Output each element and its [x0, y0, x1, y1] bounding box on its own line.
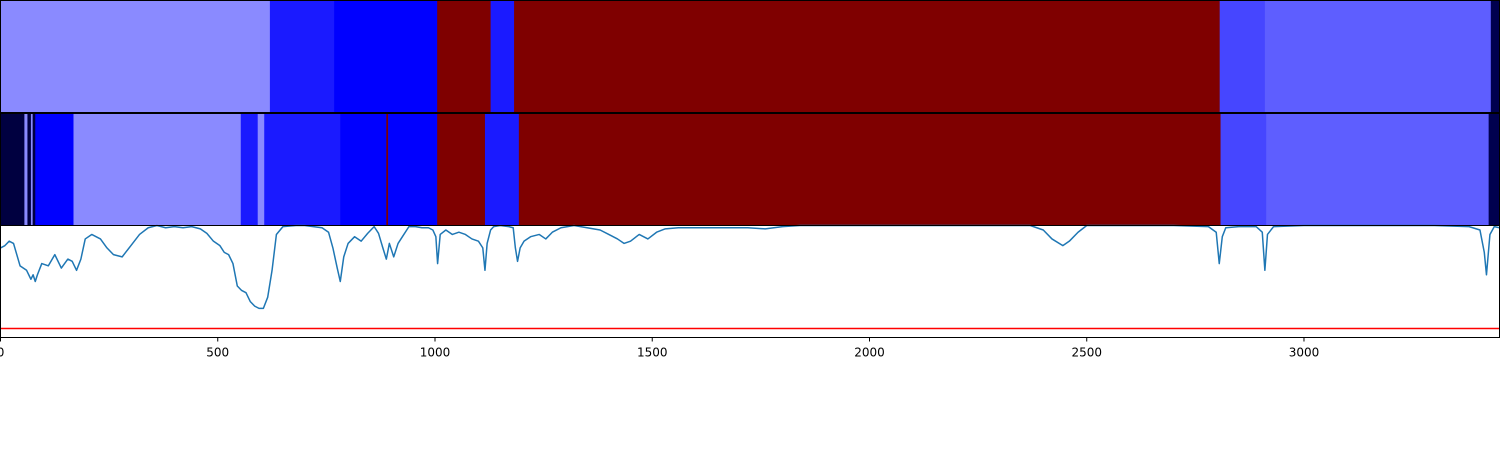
heatmap-segment	[490, 0, 515, 113]
line-panel	[0, 224, 1500, 338]
heatmap-segment	[0, 0, 271, 113]
heatmap-segment	[334, 0, 438, 113]
heatmap-segment	[388, 113, 438, 226]
x-tick-label: 1000	[420, 346, 451, 360]
x-tick-label: 500	[206, 346, 229, 360]
heatmap-segment	[1219, 0, 1266, 113]
heatmap-band-b	[0, 113, 1500, 226]
x-tick-label: 3000	[1289, 346, 1320, 360]
heatmap-segment	[437, 0, 492, 113]
heatmap-segment	[514, 0, 1221, 113]
heatmap-segment	[264, 113, 341, 226]
heatmap-segment	[1220, 113, 1267, 226]
heatmap-segment	[484, 113, 520, 226]
heatmap-segment	[32, 113, 36, 226]
heatmap-segment	[1490, 0, 1500, 113]
x-tick-label: 1500	[637, 346, 668, 360]
heatmap-segment	[73, 113, 242, 226]
heatmap-segment	[1266, 113, 1490, 226]
heatmap-segment	[518, 113, 1221, 226]
heatmap-segment	[30, 113, 34, 226]
heatmap-segment	[240, 113, 259, 226]
heatmap-segment	[35, 113, 74, 226]
heatmap-segment	[269, 0, 335, 113]
heatmap-segment	[386, 113, 389, 226]
heatmap-segment	[340, 113, 387, 226]
x-tick-label: 2000	[854, 346, 885, 360]
series-line	[0, 224, 1500, 310]
heatmap-segment	[0, 113, 25, 226]
heatmap-band-a	[0, 0, 1500, 113]
heatmap-segment	[437, 113, 486, 226]
x-axis: 0 500 1000 1500 2000 2500 3000	[0, 337, 1320, 360]
heatmap-segment	[1488, 113, 1500, 226]
line-panel-frame	[0, 225, 1500, 338]
heatmap-segment	[1264, 0, 1492, 113]
heatmap-segment	[24, 113, 28, 226]
x-tick-label: 2500	[1071, 346, 1102, 360]
heatmap-segment	[27, 113, 32, 226]
heatmap-segment	[257, 113, 265, 226]
x-tick-label: 0	[0, 346, 4, 360]
